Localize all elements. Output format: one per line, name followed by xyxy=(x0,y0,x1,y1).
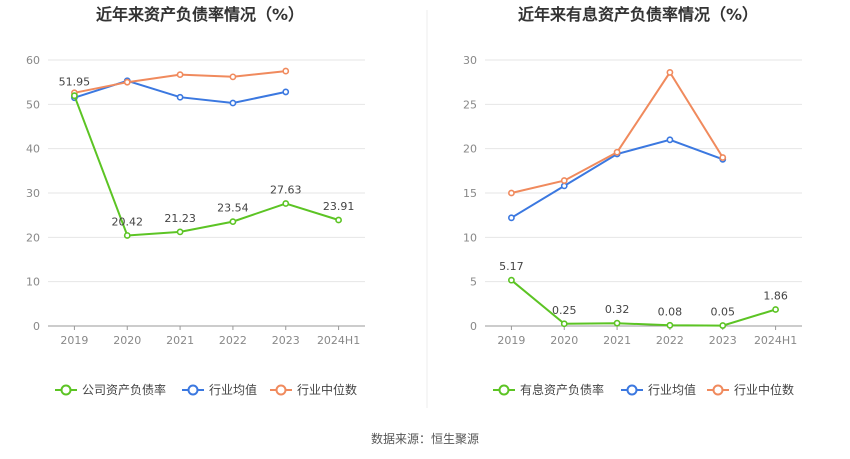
x-tick-label: 2021 xyxy=(603,334,631,347)
industry-average-series xyxy=(71,77,290,107)
legend-label: 行业中位数 xyxy=(734,382,794,397)
data-label: 23.91 xyxy=(323,200,355,213)
x-tick-label: 2020 xyxy=(113,334,141,347)
company-series: 5.17 0.25 0.32 0.08 0.05 1.86 xyxy=(499,260,788,329)
data-point[interactable] xyxy=(282,200,290,207)
x-tick-label: 2023 xyxy=(272,334,300,347)
x-tick-label: 2023 xyxy=(709,334,737,347)
data-label: 0.32 xyxy=(605,303,630,316)
data-point[interactable] xyxy=(613,319,621,327)
y-tick-label: 25 xyxy=(463,98,477,111)
data-label: 0.05 xyxy=(711,306,736,319)
x-tick-label: 2019 xyxy=(497,334,525,347)
data-point[interactable] xyxy=(176,93,184,101)
data-point[interactable] xyxy=(123,232,131,239)
x-tick-label: 2024H1 xyxy=(317,334,360,347)
legend-label: 行业均值 xyxy=(648,382,696,397)
legend-marker xyxy=(712,384,724,396)
debt-ratio-chart: 近年来资产负债率情况（%） 0 10 20 30 40 50 60 2019 2020 2021 20… xyxy=(26,5,365,397)
industry-median-series xyxy=(71,67,290,97)
series-line xyxy=(510,279,776,327)
y-tick-label: 30 xyxy=(26,187,40,200)
y-tick-label: 10 xyxy=(463,231,477,244)
legend-label: 行业中位数 xyxy=(297,382,357,397)
y-tick-label: 0 xyxy=(33,320,40,333)
data-point[interactable] xyxy=(719,322,727,329)
data-label: 23.54 xyxy=(217,202,249,215)
legend-marker xyxy=(60,384,72,396)
data-label: 27.63 xyxy=(270,184,302,197)
data-point[interactable] xyxy=(229,73,237,81)
data-label: 51.95 xyxy=(59,76,91,89)
data-point[interactable] xyxy=(71,92,78,100)
series-line xyxy=(511,70,724,194)
data-source-note: 数据来源：恒生聚源 xyxy=(371,431,479,446)
y-tick-label: 50 xyxy=(26,98,40,111)
legend-marker xyxy=(626,384,638,396)
legend-item[interactable]: 公司资产负债率 xyxy=(55,382,166,397)
interest-debt-ratio-chart: 近年来有息资产负债率情况（%） 0 5 10 15 20 25 30 2019 2020 2021 2… xyxy=(463,5,802,397)
chart-title: 近年来有息资产负债率情况（%） xyxy=(518,5,758,24)
data-label: 0.25 xyxy=(552,304,577,317)
y-tick-label: 15 xyxy=(463,187,477,200)
x-tick-label: 2019 xyxy=(60,334,88,347)
data-point[interactable] xyxy=(560,320,568,328)
legend-label: 有息资产负债率 xyxy=(520,382,604,397)
data-point[interactable] xyxy=(282,67,290,75)
legend-item[interactable]: 行业中位数 xyxy=(270,382,357,397)
data-point[interactable] xyxy=(176,228,184,236)
legend-item[interactable]: 行业中位数 xyxy=(707,382,794,397)
data-point[interactable] xyxy=(560,177,568,184)
legend-item[interactable]: 有息资产负债率 xyxy=(493,382,604,397)
legend-label: 公司资产负债率 xyxy=(82,382,166,397)
data-point[interactable] xyxy=(772,306,779,313)
data-label: 1.86 xyxy=(763,290,788,303)
legend-marker xyxy=(275,384,287,396)
legend-item[interactable]: 行业均值 xyxy=(182,382,257,397)
legend-marker xyxy=(498,384,510,396)
data-point[interactable] xyxy=(666,69,674,76)
data-point[interactable] xyxy=(719,154,727,161)
y-tick-label: 60 xyxy=(26,54,40,67)
y-tick-label: 40 xyxy=(26,143,40,156)
data-point[interactable] xyxy=(508,276,515,284)
data-label: 0.08 xyxy=(658,305,683,318)
chart-title: 近年来资产负债率情况（%） xyxy=(96,5,304,24)
y-tick-label: 0 xyxy=(470,320,477,333)
legend-item[interactable]: 行业均值 xyxy=(621,382,696,397)
industry-median-series xyxy=(508,69,727,197)
legend-marker xyxy=(187,384,199,396)
x-tick-label: 2022 xyxy=(219,334,247,347)
y-tick-label: 20 xyxy=(463,143,477,156)
data-label: 21.23 xyxy=(164,212,196,225)
x-tick-label: 2021 xyxy=(166,334,194,347)
y-tick-label: 10 xyxy=(26,276,40,289)
data-point[interactable] xyxy=(229,218,237,226)
data-point[interactable] xyxy=(508,189,515,197)
data-point[interactable] xyxy=(666,321,674,329)
x-tick-label: 2022 xyxy=(656,334,684,347)
data-label: 5.17 xyxy=(499,260,524,273)
data-point[interactable] xyxy=(613,148,621,156)
y-tick-label: 20 xyxy=(26,231,40,244)
y-tick-label: 5 xyxy=(470,276,477,289)
data-point[interactable] xyxy=(335,216,342,224)
series-line xyxy=(73,95,339,237)
data-point[interactable] xyxy=(508,214,515,222)
company-series: 51.95 20.42 21.23 23.54 27.63 23.91 xyxy=(59,76,355,239)
data-point[interactable] xyxy=(229,99,237,107)
x-tick-label: 2020 xyxy=(550,334,578,347)
data-point[interactable] xyxy=(666,136,674,144)
data-point[interactable] xyxy=(176,71,184,79)
y-tick-label: 30 xyxy=(463,54,477,67)
data-point[interactable] xyxy=(282,88,290,96)
data-label: 20.42 xyxy=(112,215,144,228)
data-point[interactable] xyxy=(560,182,568,190)
data-point[interactable] xyxy=(123,78,131,86)
x-tick-label: 2024H1 xyxy=(754,334,797,347)
legend-label: 行业均值 xyxy=(209,382,257,397)
